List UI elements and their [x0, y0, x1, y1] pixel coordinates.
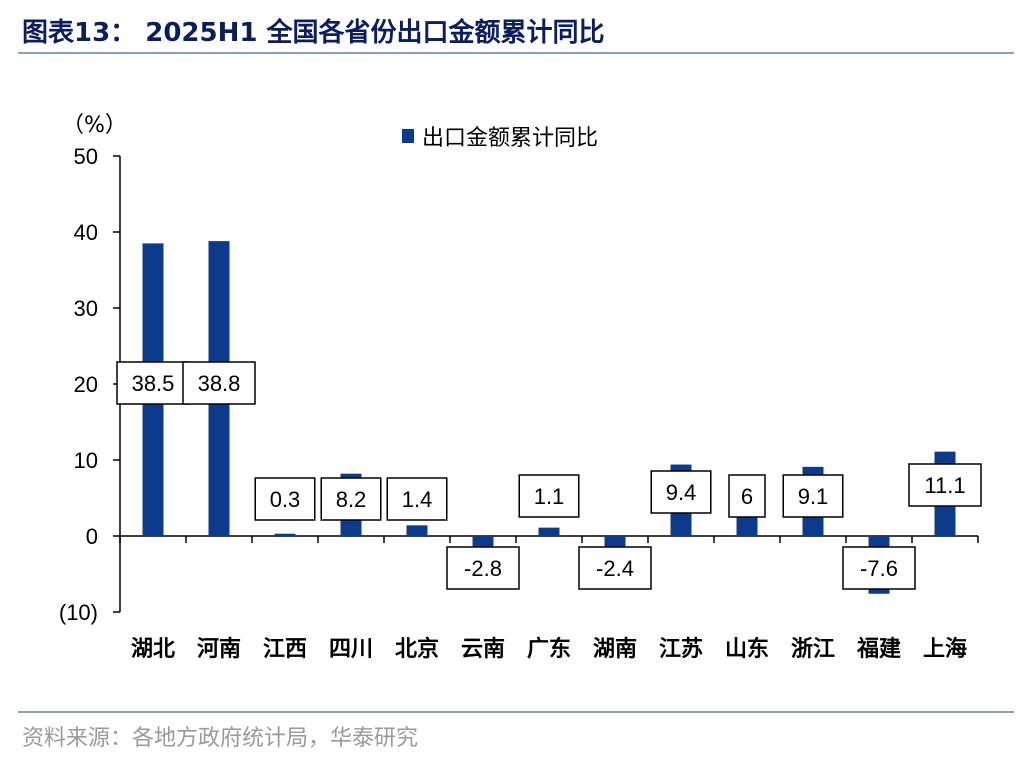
data-label-box [446, 546, 520, 590]
y-tick-label: 20 [74, 372, 98, 397]
chart-category-labels: 湖北 河南 江西 四川 北京 云南 广东 湖南 江苏 山东 浙江 福建 上海 [131, 636, 967, 662]
data-label-box [320, 477, 382, 521]
data-label-box [578, 546, 652, 590]
data-label: 38.8 [198, 371, 241, 396]
chart-bars [142, 241, 956, 594]
bar-3 [274, 533, 296, 536]
source-rule [18, 711, 1014, 713]
data-label: 1.1 [534, 484, 565, 509]
y-tick-label: 40 [74, 220, 98, 245]
data-label: 8.2 [336, 487, 367, 512]
y-unit-label: （%） [62, 113, 127, 138]
data-label: 6 [741, 484, 753, 509]
chart-data-labels: 38.5 38.8 0.3 8.2 1.4 -2.8 1.1 -2.4 9.4 6 9.1 -7.6 1… [116, 361, 982, 590]
data-label-box [518, 474, 580, 518]
y-tick-label: 10 [74, 448, 98, 473]
data-label: 38.5 [132, 371, 175, 396]
data-label: -2.4 [596, 556, 634, 581]
data-label: -7.6 [860, 556, 898, 581]
legend-label: 出口金额累计同比 [422, 126, 598, 151]
chart: (10) 0 10 20 30 40 50 （%） 38.5 38.8 0.3 8.2 1.4 -2.8… [59, 113, 982, 662]
data-label: 11.1 [924, 473, 965, 498]
y-tick-label: 30 [74, 296, 98, 321]
data-label: 9.1 [798, 484, 829, 509]
category-label: 福建 [856, 637, 901, 662]
data-label-box [254, 477, 316, 521]
data-label-box [116, 361, 190, 405]
data-label-box [908, 463, 982, 507]
y-tick-label: (10) [59, 600, 98, 625]
category-label: 上海 [923, 636, 967, 662]
category-label: 北京 [395, 636, 439, 662]
category-label: 广东 [527, 636, 571, 662]
chart-legend: 出口金额累计同比 [402, 126, 598, 151]
category-label: 河南 [197, 637, 241, 662]
category-label: 湖南 [593, 637, 637, 662]
data-label: 0.3 [270, 487, 301, 512]
category-label: 江西 [263, 637, 307, 662]
data-label-box [782, 474, 844, 518]
category-label: 云南 [461, 637, 505, 662]
data-label-box [182, 361, 256, 405]
data-label-box [386, 477, 448, 521]
category-label: 湖北 [131, 637, 175, 662]
data-label-box [728, 474, 766, 518]
bar-7 [538, 527, 560, 536]
figure-title: 图表13： 2025H1 全国各省份出口金额累计同比 [22, 18, 605, 48]
category-label: 浙江 [791, 637, 835, 662]
category-label: 四川 [329, 637, 373, 662]
data-label: -2.8 [464, 556, 502, 581]
title-rule [18, 52, 1014, 54]
y-tick-label: 50 [74, 144, 98, 169]
source-note: 资料来源：各地方政府统计局，华泰研究 [22, 726, 419, 751]
y-tick-label: 0 [86, 524, 98, 549]
bar-5 [406, 525, 428, 536]
chart-axes: (10) 0 10 20 30 40 50 （%） [59, 113, 979, 625]
data-label: 9.4 [666, 480, 697, 505]
legend-swatch [402, 129, 414, 143]
data-label-box [650, 470, 712, 514]
data-label: 1.4 [402, 487, 433, 512]
category-label: 江苏 [659, 636, 703, 662]
category-label: 山东 [725, 636, 769, 662]
data-label-box [842, 546, 916, 590]
